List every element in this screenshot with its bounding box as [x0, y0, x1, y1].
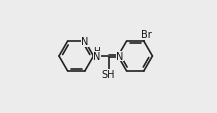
Text: Br: Br [141, 30, 152, 40]
Text: N: N [117, 52, 124, 61]
Text: N: N [93, 52, 100, 61]
Text: H: H [94, 47, 100, 56]
Text: N: N [81, 37, 89, 47]
Text: SH: SH [102, 70, 115, 80]
